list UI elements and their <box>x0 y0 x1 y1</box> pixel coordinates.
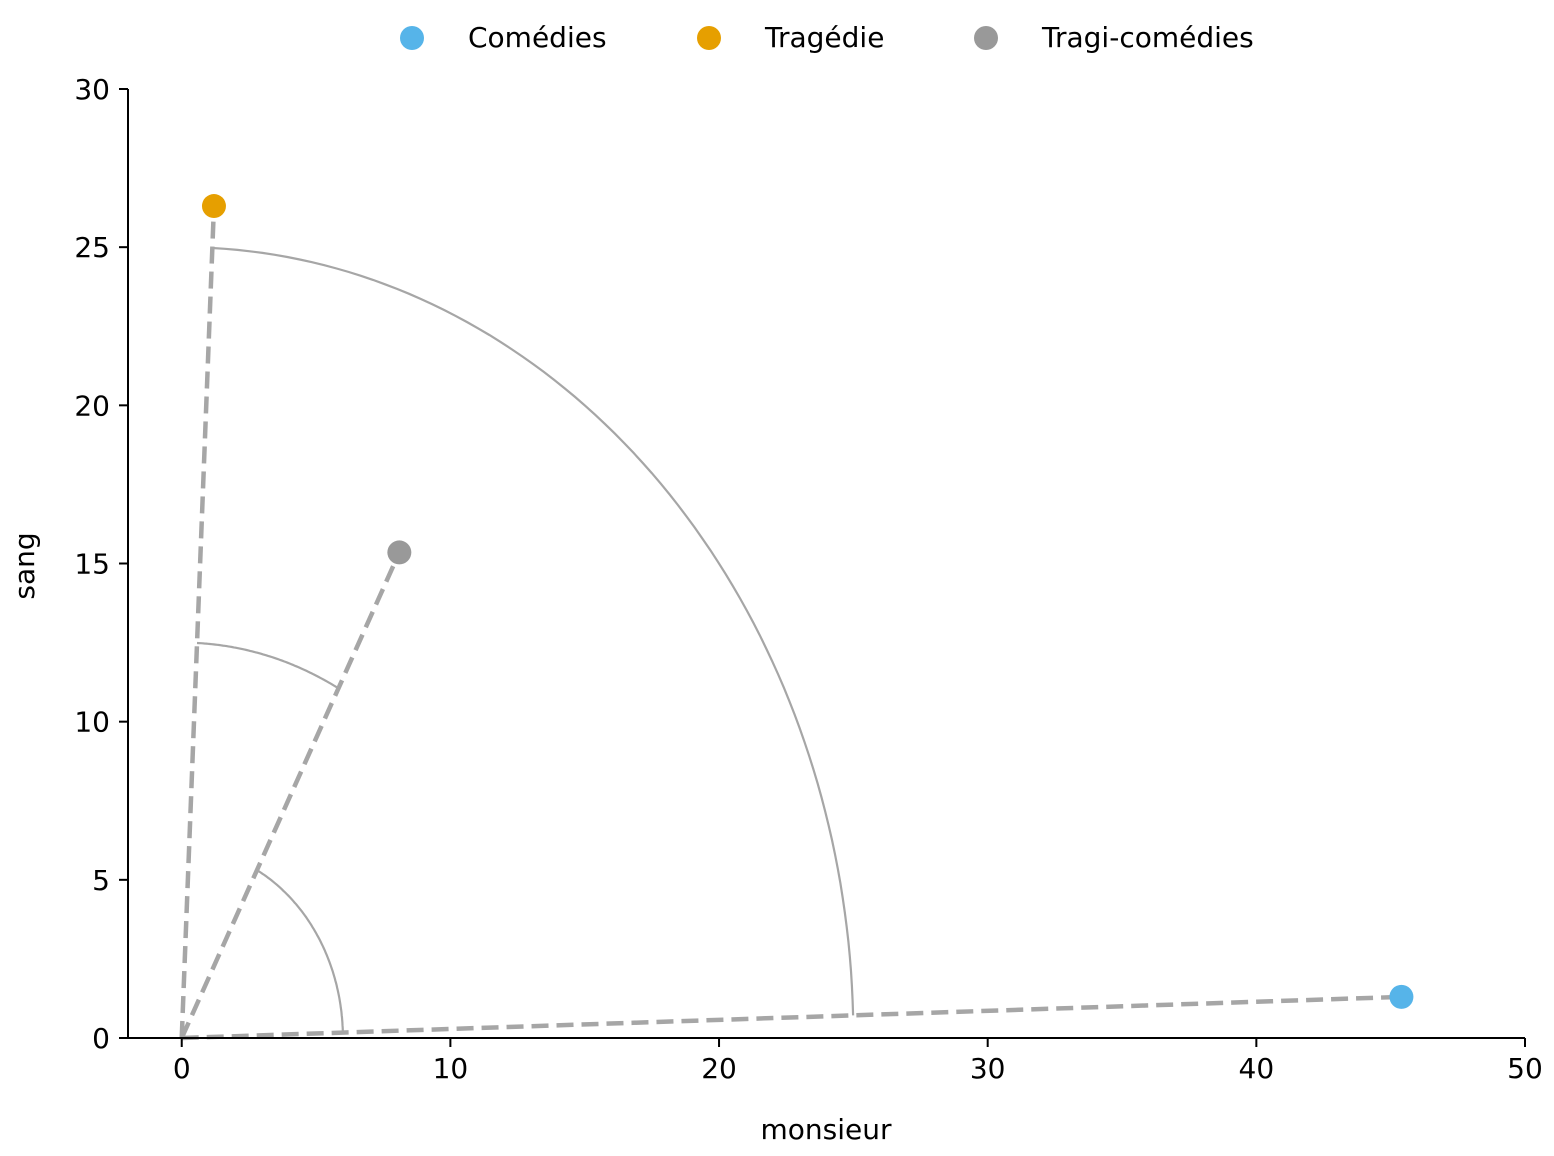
data-point <box>387 540 412 565</box>
x-tick-label: 20 <box>701 1052 737 1085</box>
y-tick-label: 10 <box>74 706 110 739</box>
data-points <box>201 194 1414 1009</box>
vector-line <box>179 551 402 1039</box>
angle-arc <box>196 641 340 690</box>
x-tick-label: 0 <box>173 1052 191 1085</box>
legend-marker <box>974 26 998 50</box>
angle-arc <box>212 246 855 1016</box>
data-point <box>1389 984 1414 1009</box>
x-tick-label: 10 <box>433 1052 469 1085</box>
legend-label: Tragi-comédies <box>1041 21 1254 54</box>
y-tick-label: 20 <box>74 389 110 422</box>
axes: 0 10 20 30 40 50 0 5 10 15 20 25 30 <box>74 73 1542 1085</box>
x-tick-label: 30 <box>970 1052 1006 1085</box>
y-tick-label: 30 <box>74 73 110 106</box>
data-point <box>201 194 226 219</box>
angle-arc <box>256 869 344 1033</box>
vector-lines <box>179 205 1402 1041</box>
legend-label: Comédies <box>468 21 607 54</box>
x-axis-title: monsieur <box>760 1113 891 1146</box>
x-tick-label: 50 <box>1507 1052 1543 1085</box>
y-tick-label: 25 <box>74 231 110 264</box>
legend-marker <box>400 26 424 50</box>
legend-marker <box>697 26 721 50</box>
vector-line <box>181 994 1402 1041</box>
y-tick-label: 0 <box>92 1022 110 1055</box>
y-tick-label: 5 <box>92 864 110 897</box>
y-tick-label: 15 <box>74 548 110 581</box>
x-tick-label: 40 <box>1239 1052 1275 1085</box>
y-axis-title: sang <box>8 532 41 599</box>
legend-label: Tragédie <box>764 21 884 54</box>
vector-line <box>179 205 217 1039</box>
angle-arcs <box>196 246 855 1033</box>
legend: Comédies Tragédie Tragi-comédies <box>400 21 1254 54</box>
